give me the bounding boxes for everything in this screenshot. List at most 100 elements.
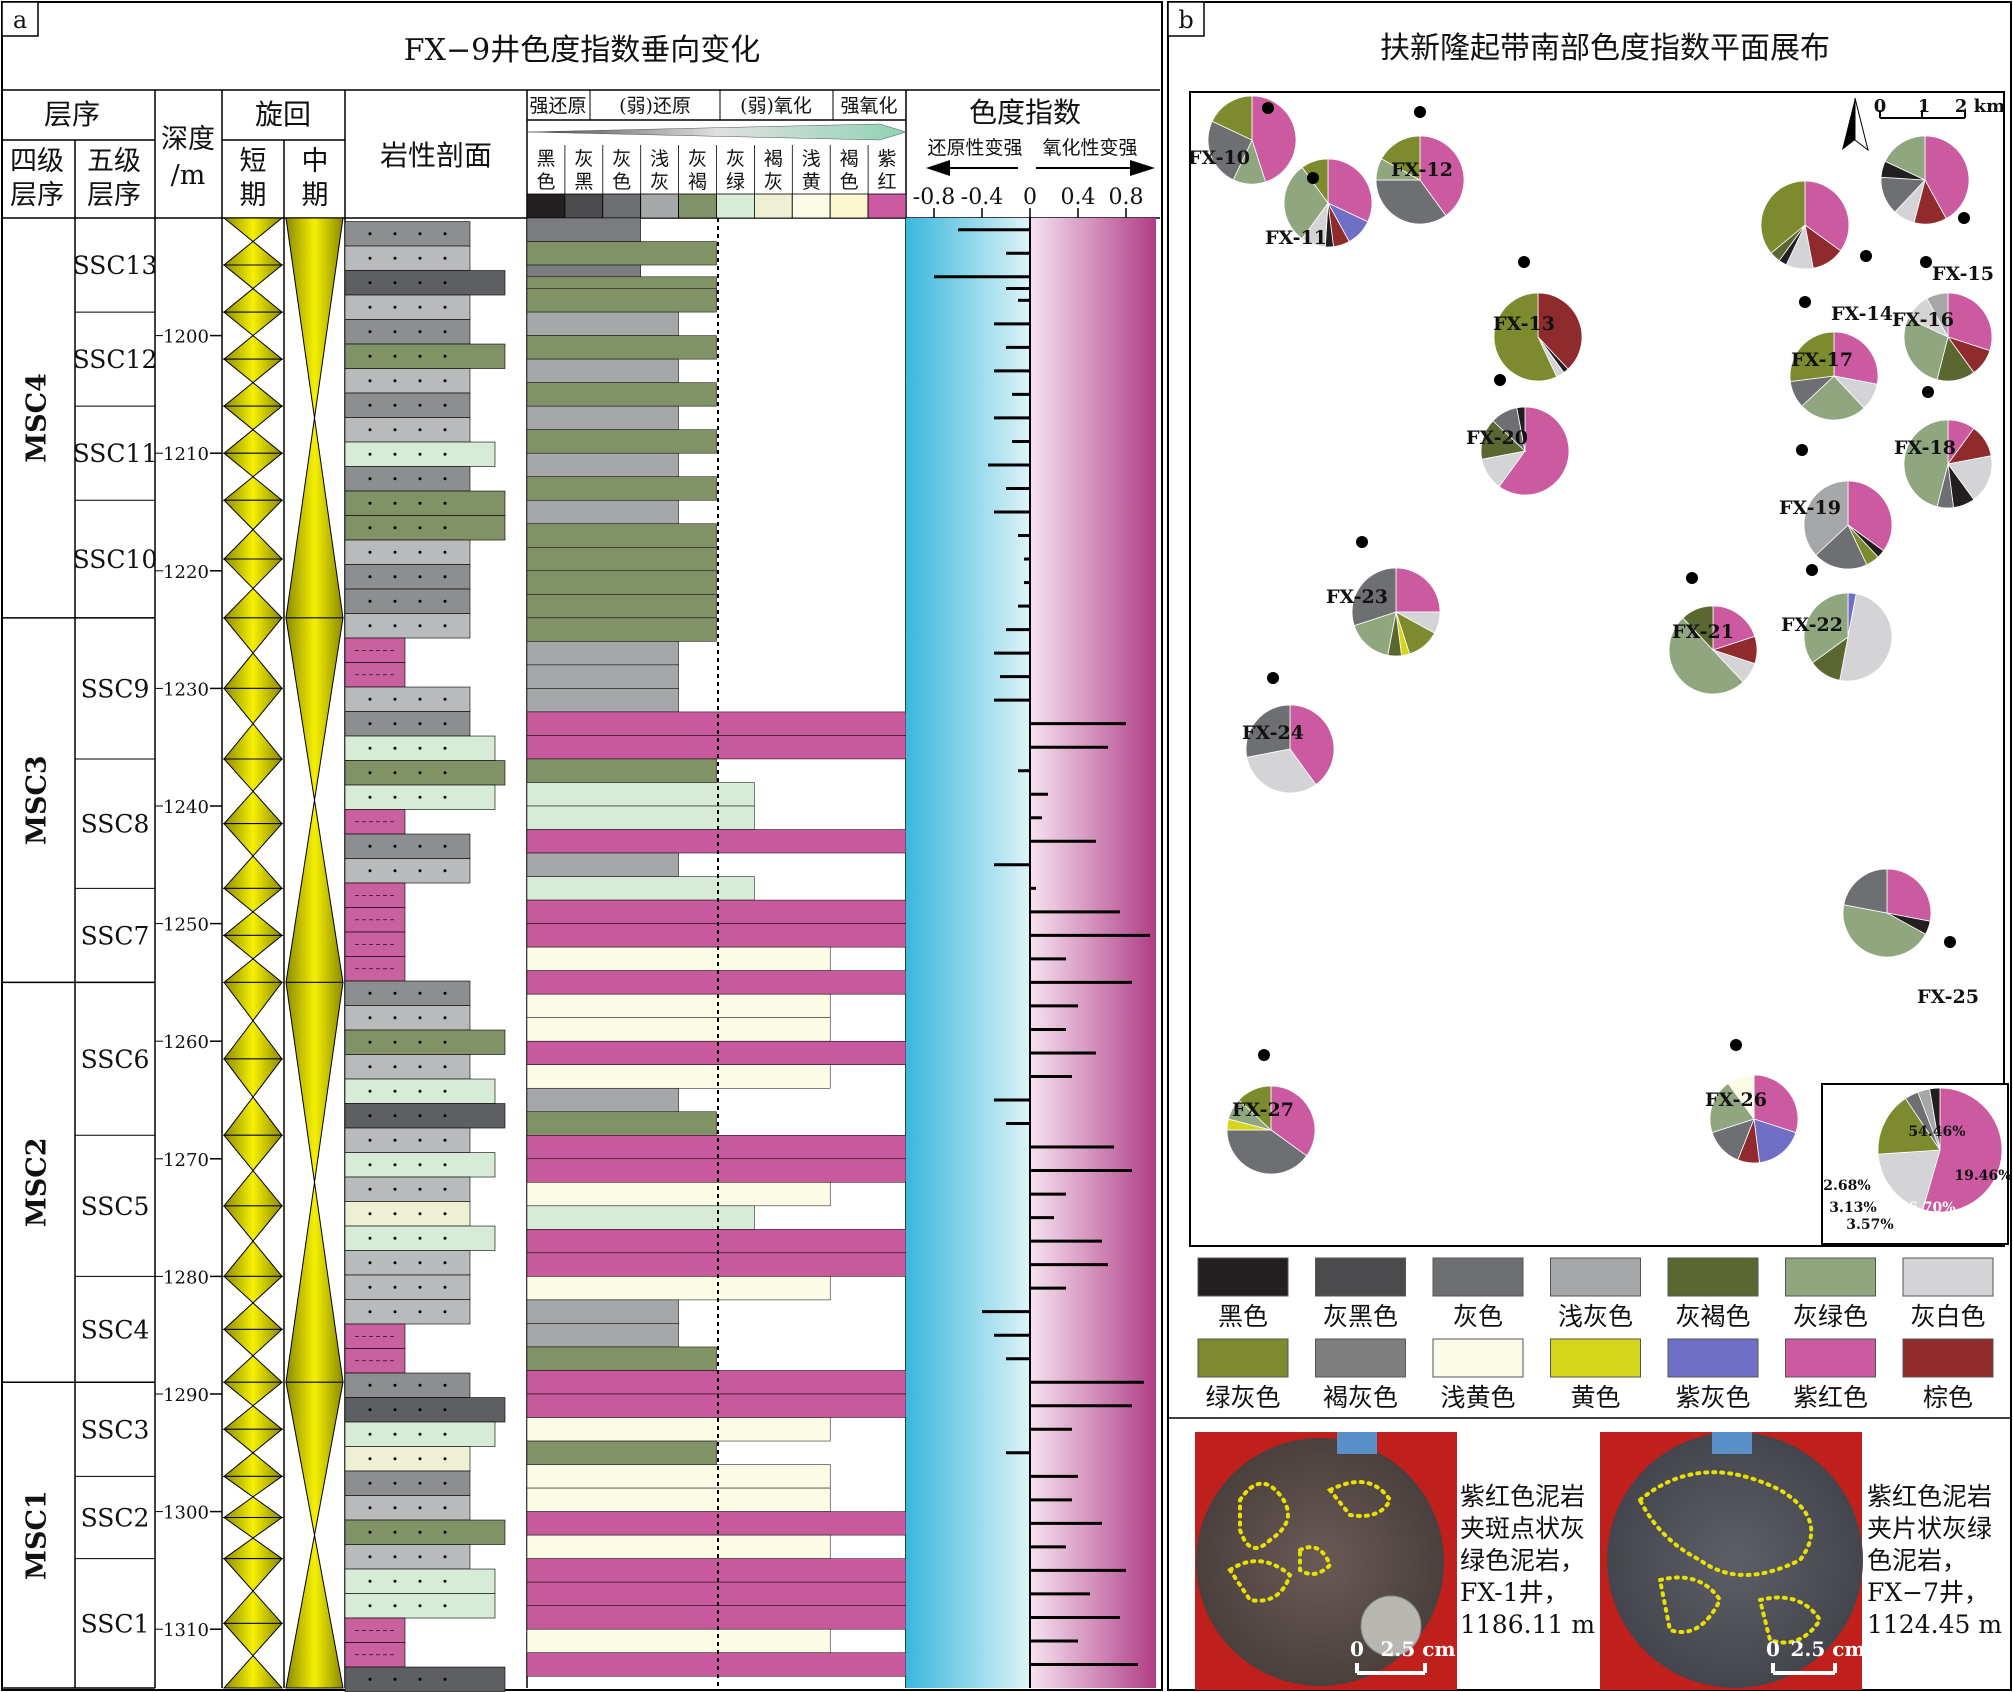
pie-slice [1753, 1118, 1797, 1164]
color-index-bar [526, 288, 717, 313]
lithology-bed [344, 1495, 471, 1521]
depth-label: 1310 [163, 1620, 209, 1641]
lithology-dot [443, 403, 447, 407]
color-name: 黑 [536, 148, 555, 170]
color-index-bar [526, 1511, 907, 1536]
well-pie [1375, 135, 1465, 225]
color-index-bar [526, 641, 679, 666]
pie-slice [1709, 1082, 1755, 1134]
legend-label: 灰褐色 [1675, 1302, 1750, 1331]
pie-slice [1270, 1085, 1316, 1157]
well-dot [1267, 672, 1279, 684]
lithology-dot [393, 1481, 397, 1485]
well-pie [1880, 135, 1970, 225]
lithology-bed [344, 319, 471, 345]
lithology-dot [368, 1212, 372, 1216]
pie-slice [1924, 135, 1970, 220]
lithology-bed [344, 662, 406, 688]
well-label: FX-24 [1242, 722, 1304, 744]
lithology-dot [393, 526, 397, 530]
color-swatch [526, 193, 566, 219]
lithology-dot [443, 1530, 447, 1534]
pie-slice [1246, 748, 1317, 794]
cycle-triangle-up [222, 1096, 284, 1136]
well-label: FX-17 [1791, 349, 1853, 371]
cycle-triangle-down [222, 358, 284, 384]
color-index-bar [526, 805, 755, 830]
depth-label: 1210 [163, 444, 209, 465]
pie-slice [1804, 180, 1850, 252]
lithology-dot [418, 1040, 422, 1044]
color-index-bar [526, 829, 907, 854]
lithology-dot [418, 991, 422, 995]
core-photo-2: 0 2.5 cm [1600, 1432, 1866, 1690]
lithology-dot [368, 1065, 372, 1069]
color-name: 灰 [688, 148, 707, 170]
cycle-triangle-down [222, 1275, 284, 1304]
lithology-dot [443, 1065, 447, 1069]
redox-weak-reduction: (弱)还原 [619, 95, 691, 117]
lithology-dot [368, 1408, 372, 1412]
color-index-bar [526, 217, 641, 242]
lithology-dot [393, 1187, 397, 1191]
well-dot [1414, 106, 1426, 118]
color-index-bar [526, 1487, 831, 1512]
lithology-bed [344, 1470, 471, 1496]
color-index-bar [526, 970, 907, 995]
color-index-bar [526, 1464, 831, 1489]
well-pie [1668, 605, 1758, 695]
pie-slice [1283, 166, 1329, 240]
legend-swatch [1550, 1257, 1641, 1297]
depth-label: 1260 [163, 1032, 209, 1053]
pie-slice [1803, 592, 1849, 664]
lithology-dot [368, 991, 372, 995]
lithology-dot [368, 428, 372, 432]
hdr-medium-1: 中 [302, 146, 329, 177]
well-dot [1356, 536, 1368, 548]
lithology-bed [344, 1446, 471, 1472]
lithology-dot [418, 1261, 422, 1265]
lithology-dot [418, 1187, 422, 1191]
lithology-dot [418, 354, 422, 358]
lithology-dot [368, 1163, 372, 1167]
lithology-dot [368, 379, 372, 383]
legend-label: 灰绿色 [1793, 1302, 1868, 1331]
color-swatch [791, 193, 831, 219]
cycle-triangle-down [222, 405, 284, 431]
lithology-bed [344, 392, 471, 418]
well-label: FX-21 [1672, 621, 1734, 643]
lithology-dot [418, 599, 422, 603]
legend-label: 黄色 [1570, 1383, 1620, 1412]
well-label: FX-25 [1917, 986, 1979, 1008]
lithology-dot [368, 1089, 372, 1093]
color-index-bar [526, 782, 755, 807]
lithology-dot [443, 1236, 447, 1240]
pie-slice [1226, 1129, 1308, 1175]
lithology-dot [393, 428, 397, 432]
well-pie [1207, 95, 1297, 185]
lithology-bed [344, 1005, 471, 1031]
depth-label: 1220 [163, 562, 209, 583]
lithology-bed [344, 245, 471, 271]
lithology-bed [344, 368, 471, 394]
color-name: 黑 [574, 171, 593, 193]
lithology-dot [368, 1016, 372, 1020]
north-arrow-icon [1842, 97, 1869, 152]
cycle-triangle-down [222, 264, 284, 290]
lithology-dot [393, 330, 397, 334]
cycle-triangle-up [222, 855, 284, 889]
color-swatch [829, 193, 869, 219]
color-index-bar [526, 1323, 679, 1348]
color-index-bar [526, 1205, 755, 1230]
cycle-triangle-down [222, 981, 284, 1022]
lithology-dot [443, 1285, 447, 1289]
lithology-dot [418, 550, 422, 554]
legend-swatch [1667, 1338, 1759, 1378]
cycle-triangle-down [222, 499, 284, 531]
lithology-bed [344, 637, 406, 663]
cycle-triangle-down [285, 1381, 344, 1536]
legend-swatch [1550, 1338, 1641, 1378]
well-dot [1258, 1049, 1270, 1061]
cycle-triangle-up [222, 334, 284, 360]
